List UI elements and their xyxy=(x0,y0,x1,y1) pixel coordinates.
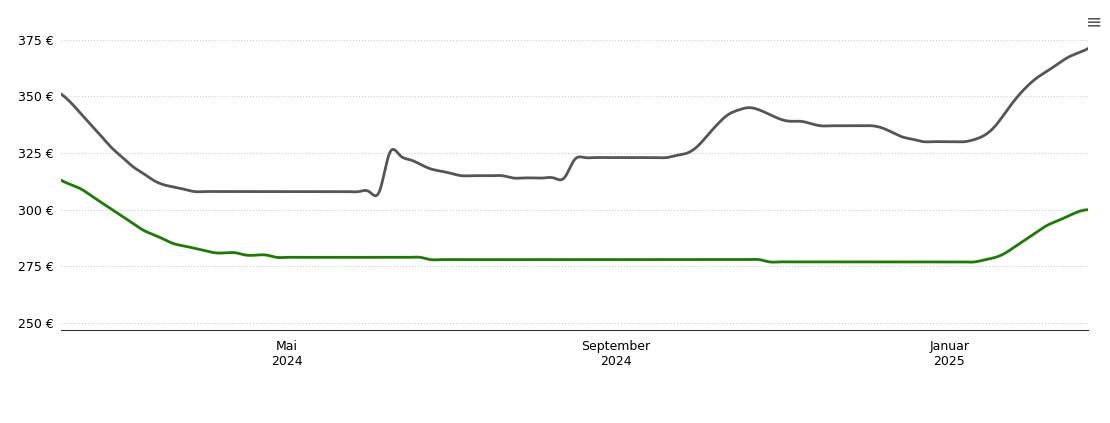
Text: ≡: ≡ xyxy=(1086,13,1102,32)
